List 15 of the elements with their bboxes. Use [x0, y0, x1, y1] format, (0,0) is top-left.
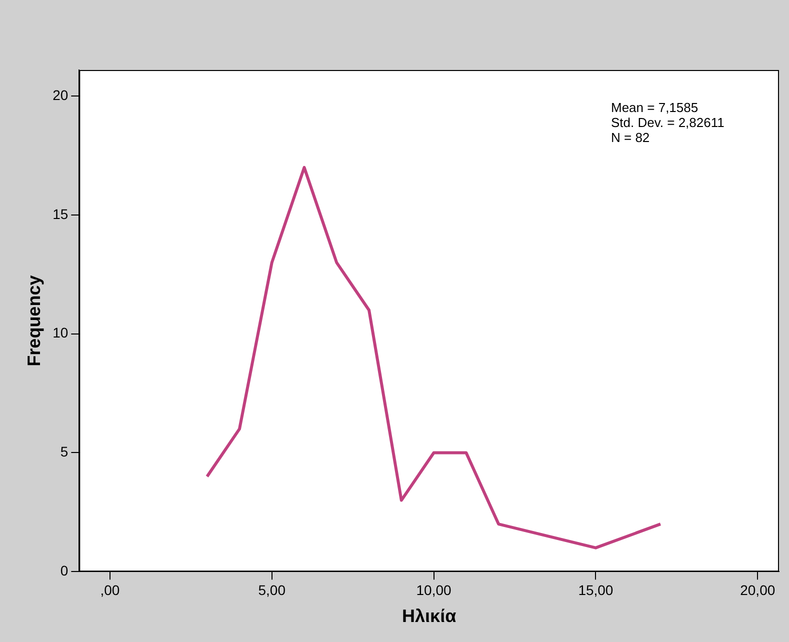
y-tick-label: 15	[52, 206, 68, 222]
y-tick-label: 0	[60, 562, 68, 578]
y-tick-label: 5	[60, 444, 68, 460]
x-tick-label: ,00	[100, 582, 120, 598]
y-tick-label: 10	[52, 324, 68, 341]
annotation: Mean = 7,1585	[611, 100, 698, 116]
y-tick-label: 20	[52, 87, 68, 104]
annotation: N = 82	[611, 130, 650, 146]
x-axis-title: Ηλικία	[402, 606, 456, 626]
y-axis-title: Frequency	[24, 275, 44, 366]
x-tick-label: 15,00	[578, 582, 614, 598]
x-tick-label: 5,00	[258, 582, 286, 598]
x-tick-label: 10,00	[416, 582, 452, 598]
annotation: Std. Dev. = 2,82611	[611, 115, 724, 130]
x-tick-label: 20,00	[740, 582, 776, 598]
